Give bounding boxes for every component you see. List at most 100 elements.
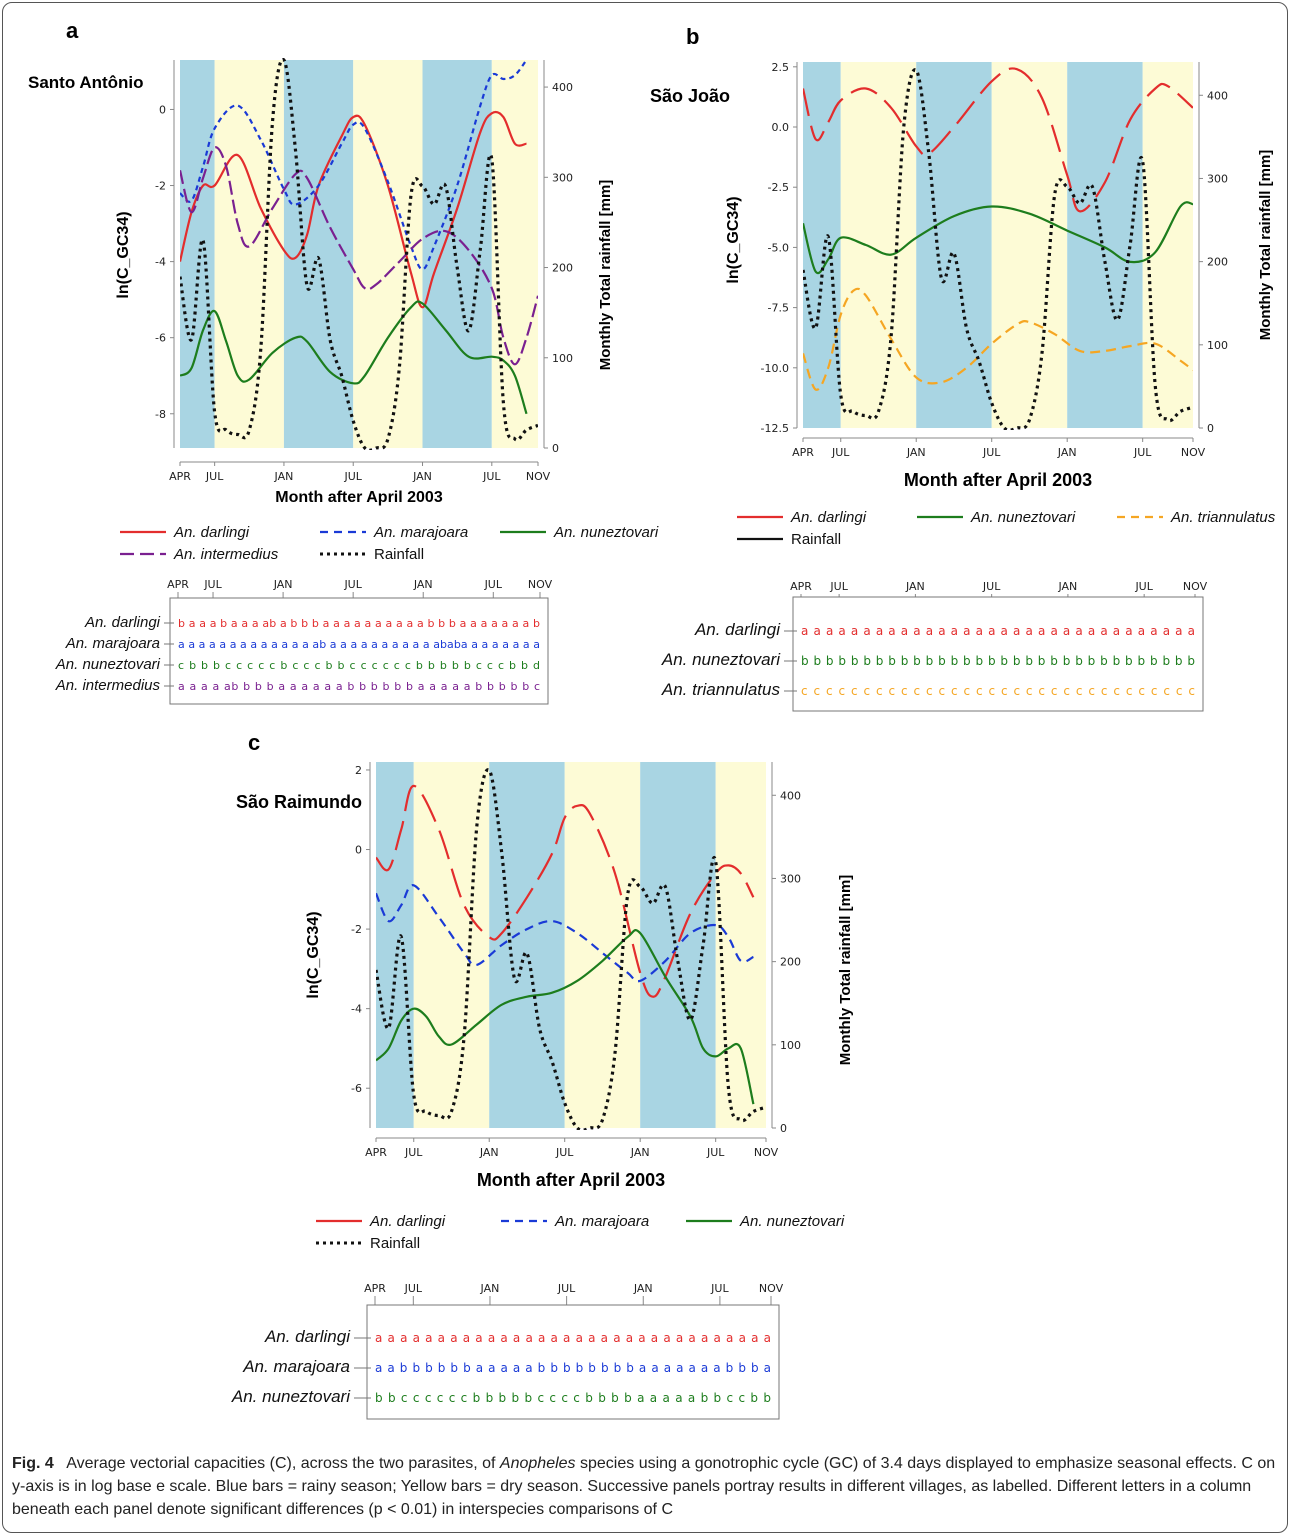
legend-label: An. darlingi	[369, 1213, 446, 1230]
series-line-an-darlingi	[376, 784, 755, 998]
letters-species-label: An. triannulatus	[661, 680, 781, 699]
series-line-rainfall	[803, 68, 1193, 430]
legend-label: Rainfall	[374, 546, 424, 563]
x-axis-label: Month after April 2003	[477, 1170, 665, 1190]
series-line-an-darlingi	[803, 67, 1193, 213]
legend-label: An. darlingi	[790, 509, 867, 526]
season-bar-rainy	[180, 60, 215, 448]
y2-tick-label: 100	[552, 352, 573, 365]
x-axis-label: Month after April 2003	[904, 470, 1092, 490]
y-tick-label: -12.5	[761, 422, 789, 435]
x-axis-label: Month after April 2003	[275, 489, 443, 506]
letters-row: a a a a a a a a a a a a a a a a a a a a …	[375, 1331, 771, 1345]
y2-axis-label: Monthly Total rainfall [mm]	[597, 180, 614, 371]
season-bar-rainy	[1067, 62, 1143, 428]
letters-x-tick-label: NOV	[528, 578, 553, 591]
letters-row: c b b b c c c c c b c c c b b c c c c c …	[178, 659, 540, 672]
series-line-an-nunezto-vari	[180, 300, 528, 415]
chart-title: São João	[650, 86, 730, 106]
y-axis-label: ln(C_GC34)	[115, 211, 132, 298]
x-tick-label: JUL	[982, 446, 1001, 459]
letters-row: a a b b b b b b a a a a a b b b b b b b …	[375, 1361, 771, 1375]
legend-label: An. marajoara	[554, 1213, 649, 1230]
series-line-an-darlingi	[180, 110, 527, 309]
x-tick-label: NOV	[1181, 446, 1206, 459]
letters-x-tick-label: JUL	[1134, 580, 1153, 593]
letters-x-tick-label: JAN	[413, 578, 433, 591]
series-group	[180, 58, 538, 450]
caption-text-2: species using a gonotrophic cycle (GC) o…	[12, 1455, 1276, 1518]
y-tick-label: -7.5	[768, 302, 789, 315]
y2-axis-label: Monthly Total rainfall [mm]	[1257, 150, 1274, 341]
x-tick-label: APR	[365, 1146, 387, 1159]
x-tick-label: JUL	[404, 1146, 423, 1159]
y2-tick-label: 0	[1207, 422, 1214, 435]
x-tick-label: JAN	[906, 446, 926, 459]
season-bar-dry	[715, 762, 766, 1128]
season-bar-dry	[353, 60, 423, 448]
y-tick-label: -6	[351, 1082, 362, 1095]
y-tick-label: -8	[155, 408, 166, 421]
chart-panel-c: São Raimundo 2 0 -2 -4 -6 0 100 200 300 400 ln(C_GC…	[231, 762, 854, 1420]
letters-x-tick-label: JAN	[905, 580, 925, 593]
y2-tick-label: 300	[780, 872, 801, 885]
x-tick-label: JUL	[831, 446, 850, 459]
series-line-an-nuneztovari	[803, 201, 1193, 275]
letters-box	[792, 596, 1204, 712]
figure-canvas: a b c Santo Antônio0-2-4-6-8010020030040…	[28, 18, 1276, 1420]
letters-row: a a a a a a a a a a a a a a a a a a a a …	[801, 624, 1195, 638]
y2-tick-label: 0	[552, 442, 559, 455]
caption-fig-label: Fig. 4	[12, 1455, 54, 1472]
y-tick-label: -4	[351, 1003, 362, 1016]
y-tick-label: 0	[159, 103, 166, 116]
legend-label: An. nuneztovari	[739, 1213, 845, 1230]
letters-x-tick-label: NOV	[759, 1282, 784, 1295]
letters-x-tick-label: APR	[364, 1282, 386, 1295]
x-tick-label: JAN	[274, 470, 294, 483]
letters-box	[366, 1304, 780, 1420]
series-line-an-triannulatus	[803, 287, 1193, 391]
letters-species-label: An. darlingi	[264, 1327, 351, 1346]
y-tick-label: -10.0	[761, 362, 789, 375]
series-line-an-nuneztovari	[376, 929, 755, 1105]
x-tick-label: APR	[792, 446, 814, 459]
letters-x-tick-label: NOV	[1183, 580, 1208, 593]
y2-tick-label: 400	[1207, 89, 1228, 102]
x-tick-label: NOV	[526, 470, 551, 483]
letters-species-label: An. darlingi	[694, 620, 781, 639]
x-tick-label: JAN	[630, 1146, 650, 1159]
letters-species-label: An. marajoara	[242, 1357, 350, 1376]
chart-panel-a: Santo Antônio 0 -2 -4 -6 -8 0 100 200 300 400 ln(C_…	[28, 58, 659, 705]
series-line-an-intermedius	[180, 146, 538, 366]
letters-x-tick-label: JUL	[557, 1282, 576, 1295]
series-group	[376, 768, 766, 1130]
y-tick-label: 2.5	[772, 61, 790, 74]
letters-row: c c c c c c c c c c c c c c c c c c c c …	[801, 684, 1195, 698]
letters-x-tick-label: JUL	[203, 578, 222, 591]
x-tick-label: JUL	[706, 1146, 725, 1159]
season-bar-rainy	[422, 60, 492, 448]
season-bar-dry	[991, 62, 1068, 428]
y-tick-label: -6	[155, 332, 166, 345]
x-tick-label: NOV	[754, 1146, 779, 1159]
letters-row: b b b b b b b b b b b b b b b b b b b b …	[801, 654, 1195, 668]
chart-title: São Raimundo	[236, 792, 362, 812]
letters-x-tick-label: APR	[167, 578, 189, 591]
letters-species-label: An. nuneztovari	[661, 650, 781, 669]
y2-tick-label: 100	[780, 1039, 801, 1052]
letters-row: a a a a a a a a a a a a a ab a a a a a a…	[178, 638, 540, 651]
letters-x-tick-label: JUL	[829, 580, 848, 593]
chart-panel-b: São João 2.5 0.0 -2.5 -5.0 -7.5 -10.0 -12.5 0 100…	[650, 61, 1276, 712]
y-tick-label: 2	[355, 764, 362, 777]
legend-label: An. darlingi	[173, 524, 250, 541]
letters-species-label: An. nuneztovari	[231, 1387, 351, 1406]
y2-tick-label: 400	[780, 789, 801, 802]
season-bar-rainy	[640, 762, 716, 1128]
y2-tick-label: 400	[552, 81, 573, 94]
letters-row: b a a a b a a a ab a b b b a a a a a a a…	[178, 617, 540, 630]
season-bar-rainy	[916, 62, 992, 428]
letters-species-label: An. marajoara	[65, 635, 160, 652]
legend-label: Rainfall	[370, 1235, 420, 1252]
letters-x-tick-label: JAN	[1057, 580, 1077, 593]
letters-box	[169, 597, 549, 705]
